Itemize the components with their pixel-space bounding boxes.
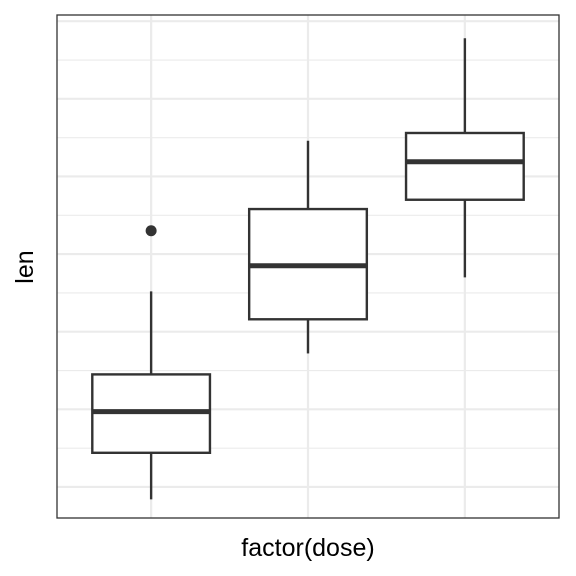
box-group	[404, 38, 525, 278]
y-axis-label: len	[11, 250, 39, 283]
box-group	[247, 140, 369, 354]
x-axis-label: factor(dose)	[241, 534, 374, 562]
panel-border	[56, 14, 560, 519]
box-iqr	[404, 131, 525, 201]
outlier-point	[145, 225, 157, 237]
box-series	[91, 38, 525, 500]
box-group	[91, 225, 212, 500]
